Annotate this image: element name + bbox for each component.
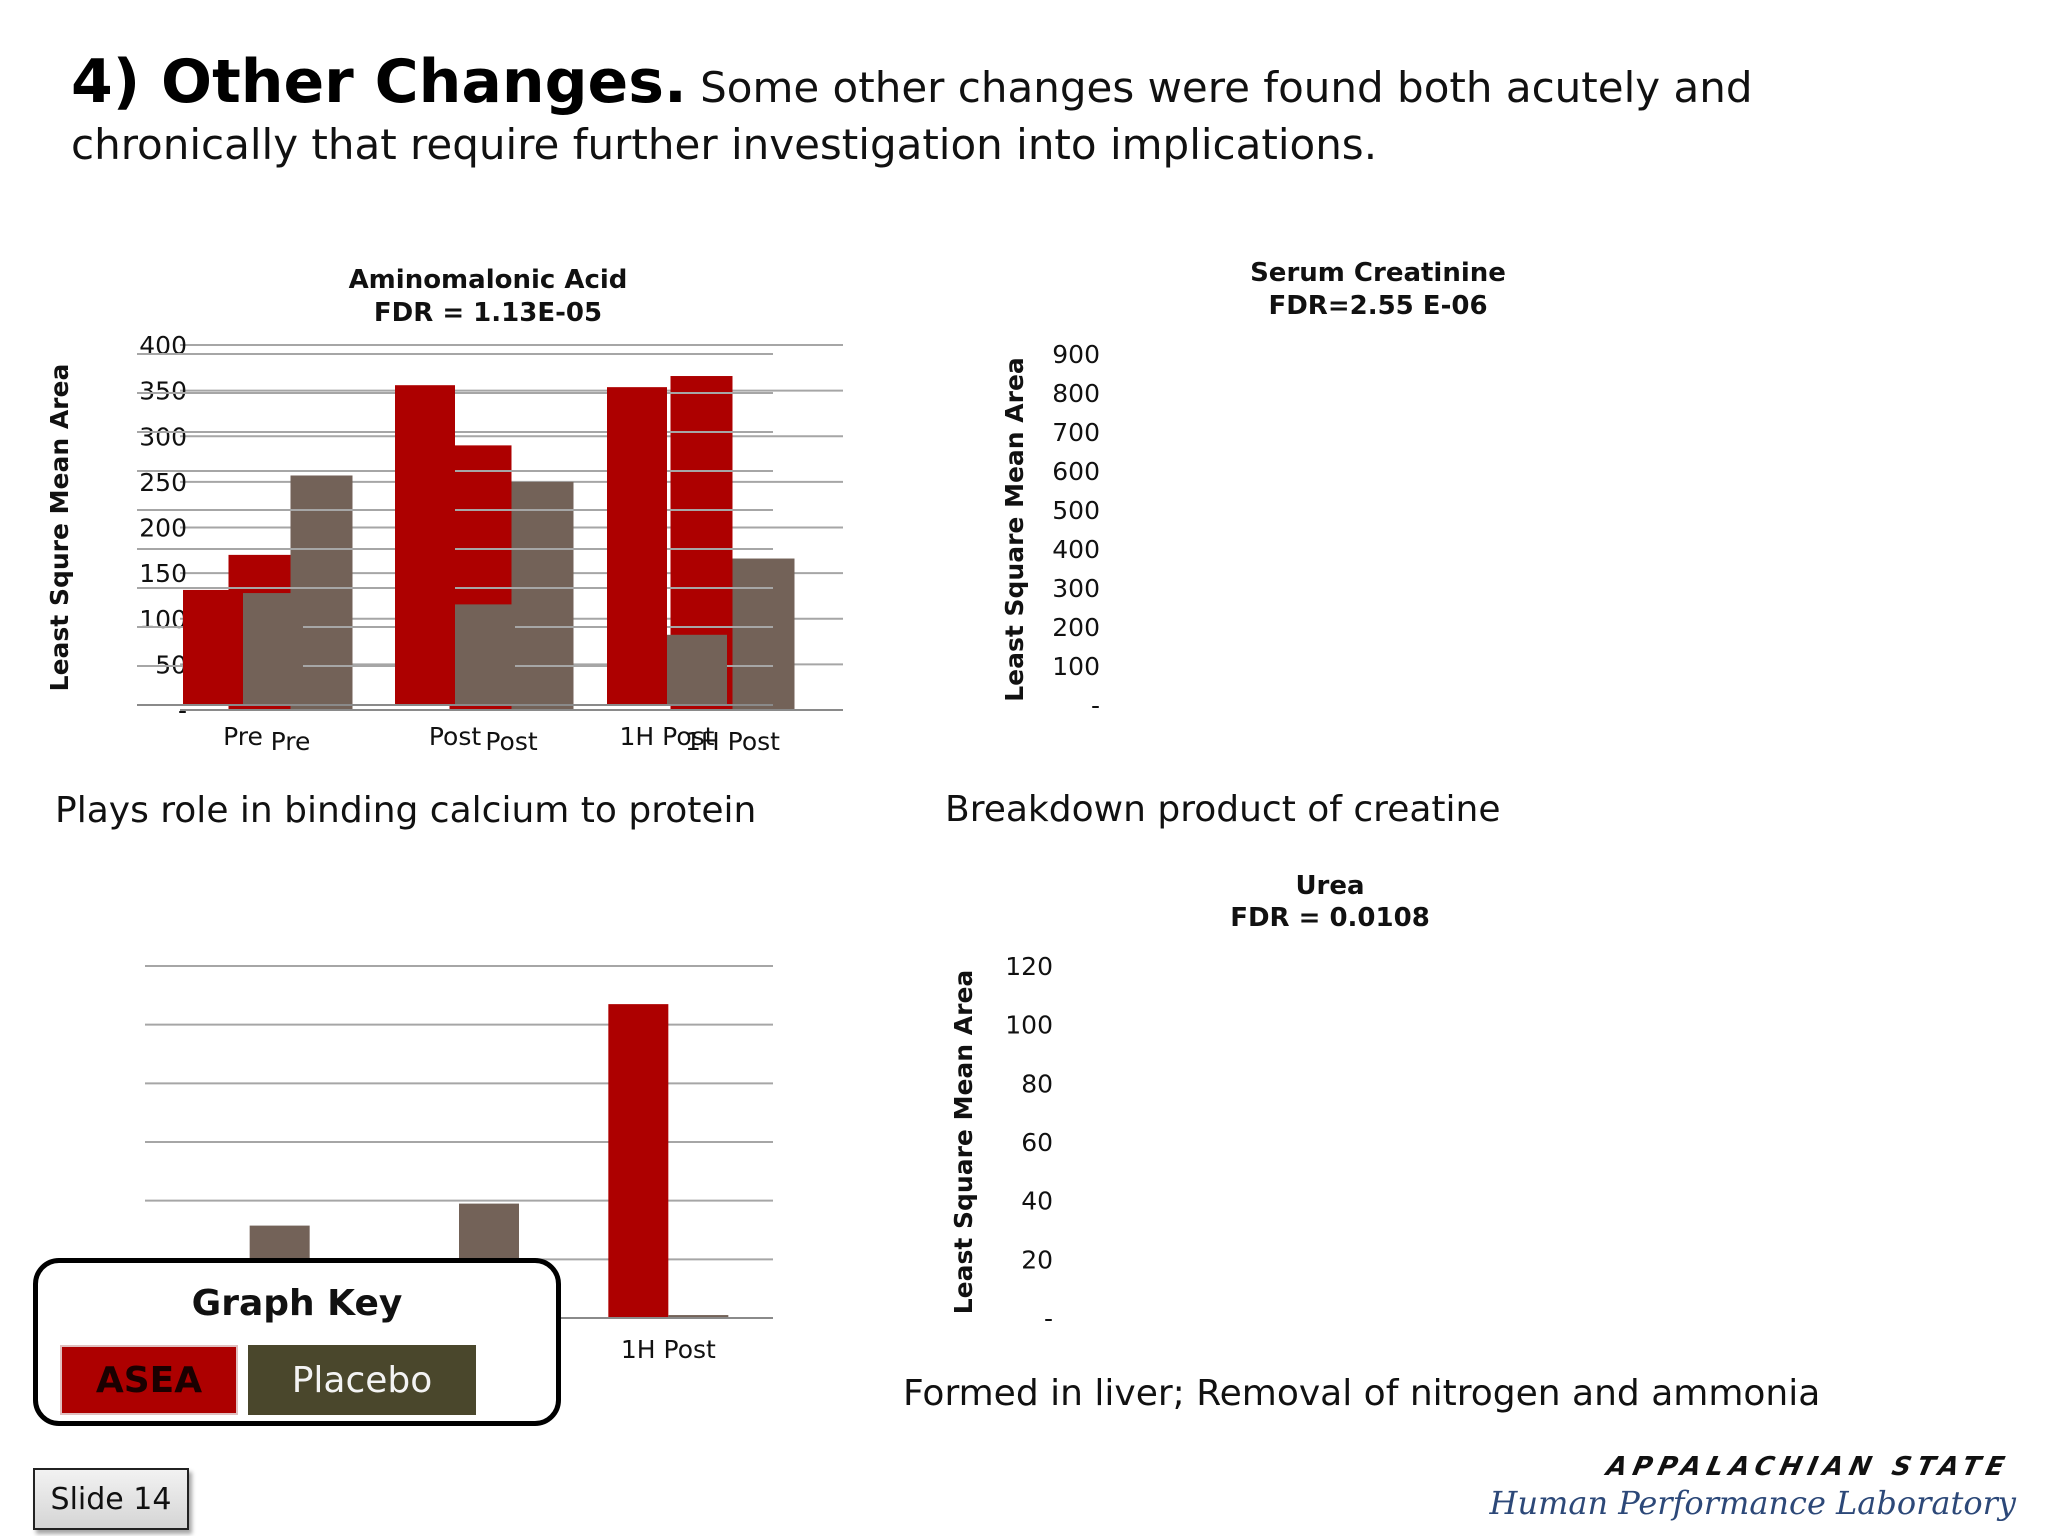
y-tick-label: 20 (1021, 1245, 1053, 1274)
chart-ylabel: Least Square Mean Area (949, 970, 978, 1315)
title-description-line2: chronically that require further investi… (71, 120, 1378, 169)
y-tick-label: 100 (1005, 1011, 1053, 1040)
appalachian-state-logo: APPALACHIAN STATE (1603, 1452, 2014, 1482)
graph-key-placebo: Placebo (248, 1345, 476, 1415)
y-tick-label: 150 (139, 559, 187, 588)
bar-placebo-1h-post (668, 1315, 729, 1318)
x-tick-label: Pre (223, 722, 263, 751)
lab-name: Human Performance Laboratory (1489, 1484, 2016, 1522)
bar-asea-post (395, 385, 455, 705)
y-tick-label: - (1091, 691, 1100, 720)
x-tick-label: Post (485, 727, 538, 756)
chart-ylabel: Least Squre Mean Area (45, 364, 74, 692)
title-heading: 4) Other Changes. (71, 47, 687, 117)
graph-key-title: Graph Key (191, 1283, 403, 1324)
y-tick-label: 400 (1052, 535, 1100, 564)
y-tick-label: 40 (1021, 1187, 1053, 1216)
bar-placebo-post (511, 481, 574, 710)
y-tick-label: 200 (1052, 613, 1100, 642)
caption-urea: Formed in liver; Removal of nitrogen and… (903, 1373, 1821, 1414)
x-tick-label: 1H Post (685, 727, 780, 756)
bar-asea-1h-post (608, 1004, 669, 1318)
y-tick-label: 700 (1052, 418, 1100, 447)
y-tick-label: 300 (1052, 574, 1100, 603)
bar-placebo-post (455, 604, 515, 705)
bar-placebo-1h-post (667, 634, 727, 705)
y-tick-label: 600 (1052, 457, 1100, 486)
slide-number-button[interactable]: Slide 14 (33, 1468, 189, 1530)
chart-subtitle: FDR = 0.0108 (1230, 903, 1430, 933)
x-tick-label: 1H Post (621, 1335, 716, 1364)
caption-serum-creatinine: Breakdown product of creatine (945, 789, 1501, 830)
caption-aminomalonic-acid: Plays role in binding calcium to protein (55, 790, 757, 831)
chart-subtitle: FDR = 1.13E-05 (374, 298, 602, 328)
chart-subtitle: FDR=2.55 E-06 (1268, 291, 1487, 321)
y-tick-label: 120 (1005, 952, 1053, 981)
bar-placebo-pre (243, 593, 303, 705)
y-tick-label: 100 (1052, 652, 1100, 681)
chart-title: Urea (1295, 871, 1364, 901)
y-tick-label: 400 (139, 331, 187, 360)
chart-ylabel: Least Square Mean Area (1000, 357, 1029, 702)
slide-title: 4) Other Changes. Some other changes wer… (71, 46, 1971, 170)
chart-title: Aminomalonic Acid (349, 265, 628, 295)
y-tick-label: - (1044, 1304, 1053, 1333)
x-tick-label: Pre (271, 727, 311, 756)
y-tick-label: 500 (1052, 496, 1100, 525)
y-tick-label: 800 (1052, 379, 1100, 408)
title-description: Some other changes were found both acute… (686, 63, 1753, 112)
y-tick-label: 200 (139, 514, 187, 543)
graph-key: Graph Key ASEA Placebo (33, 1258, 561, 1426)
chart-title: Serum Creatinine (1250, 258, 1506, 288)
y-tick-label: 300 (139, 422, 187, 451)
bar-asea-1h-post (607, 387, 667, 705)
y-tick-label: 50 (155, 650, 187, 679)
x-tick-label: Post (429, 722, 482, 751)
y-tick-label: 80 (1021, 1069, 1053, 1098)
bar-placebo-1h-post (732, 558, 795, 710)
y-tick-label: 100 (139, 605, 187, 634)
bar-asea-pre (183, 589, 243, 705)
y-tick-label: 900 (1052, 340, 1100, 369)
y-tick-label: 350 (139, 377, 187, 406)
y-tick-label: 250 (139, 468, 187, 497)
x-tick-label: 1H Post (620, 722, 715, 751)
y-tick-label: 60 (1021, 1128, 1053, 1157)
graph-key-asea: ASEA (60, 1345, 238, 1415)
